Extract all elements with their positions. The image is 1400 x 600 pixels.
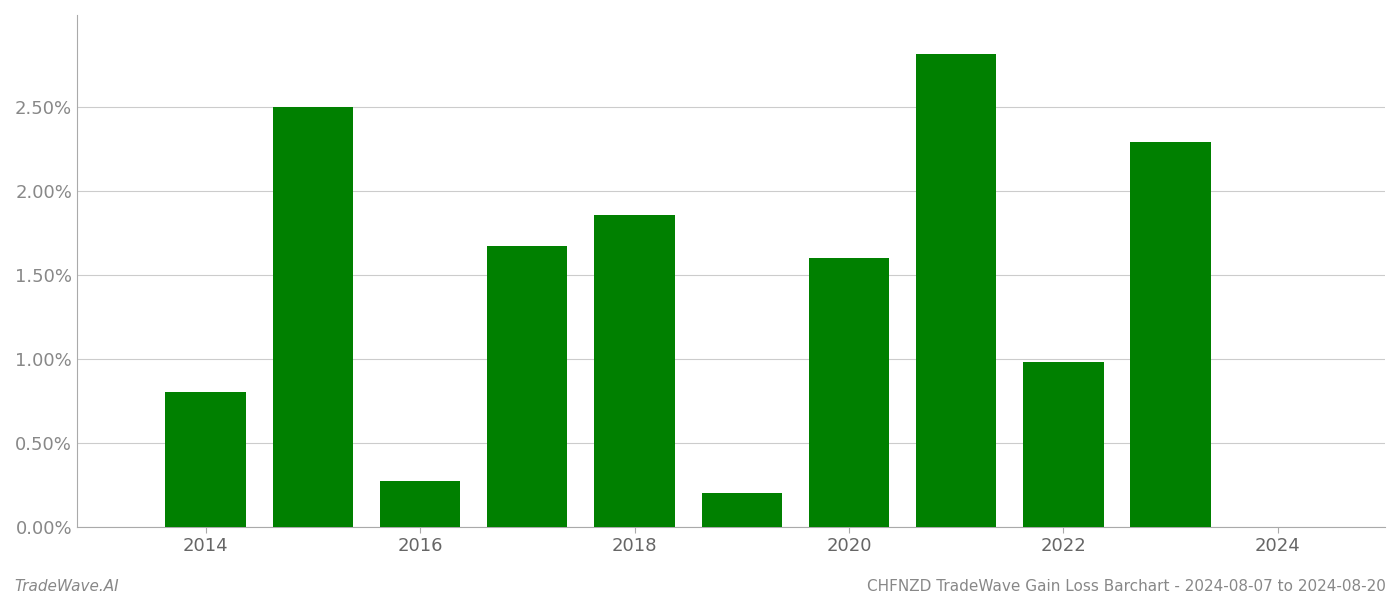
- Bar: [273, 107, 353, 527]
- Bar: [487, 247, 567, 527]
- Bar: [379, 481, 461, 527]
- Text: TradeWave.AI: TradeWave.AI: [14, 579, 119, 594]
- Bar: [1023, 362, 1103, 527]
- Bar: [916, 53, 997, 527]
- Bar: [1130, 142, 1211, 527]
- Bar: [594, 215, 675, 527]
- Bar: [809, 258, 889, 527]
- Bar: [165, 392, 246, 527]
- Bar: [701, 493, 783, 527]
- Text: CHFNZD TradeWave Gain Loss Barchart - 2024-08-07 to 2024-08-20: CHFNZD TradeWave Gain Loss Barchart - 20…: [867, 579, 1386, 594]
